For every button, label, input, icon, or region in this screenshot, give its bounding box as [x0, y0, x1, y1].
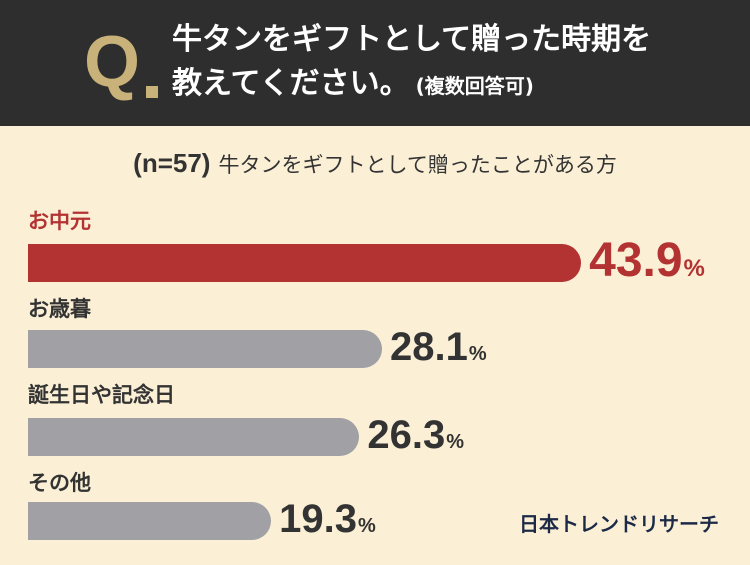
q-dot: [146, 86, 158, 98]
value-unit: %: [683, 255, 705, 282]
category-label: お中元: [28, 209, 91, 233]
value-unit: %: [468, 343, 487, 365]
value-label: 19.3%: [279, 499, 376, 546]
chart-subtitle: (n=57) 牛タンをギフトとして贈ったことがある方: [0, 148, 750, 179]
bar: [28, 502, 272, 540]
value-number: 28.1: [390, 325, 468, 369]
value-unit: %: [358, 515, 376, 537]
brand-logo: 日本トレンドリサーチ: [519, 512, 719, 536]
question-line-2: 教えてください。 (複数回答可): [172, 64, 534, 106]
question-header: Q 牛タンをギフトとして贈った時期を 教えてください。 (複数回答可): [0, 0, 750, 126]
bar: [28, 244, 582, 282]
value-label: 26.3%: [367, 415, 464, 462]
value-unit: %: [446, 431, 465, 453]
sample-size: (n=57): [133, 148, 211, 178]
category-label: お歳暮: [28, 297, 91, 321]
value-label: 43.9%: [589, 237, 705, 293]
bar: [28, 330, 383, 368]
category-label: その他: [28, 471, 91, 495]
bar: [28, 418, 360, 456]
question-text: 教えてください。: [172, 66, 410, 101]
value-number: 43.9: [589, 234, 683, 287]
question-note: (複数回答可): [415, 74, 534, 98]
q-mark: Q: [84, 22, 141, 102]
value-number: 26.3: [367, 413, 446, 457]
value-label: 28.1%: [390, 327, 487, 374]
question-line-1: 牛タンをギフトとして贈った時期を: [172, 22, 652, 57]
category-label: 誕生日や記念日: [28, 383, 175, 407]
value-number: 19.3: [279, 497, 358, 541]
audience-description: 牛タンをギフトとして贈ったことがある方: [218, 152, 617, 177]
